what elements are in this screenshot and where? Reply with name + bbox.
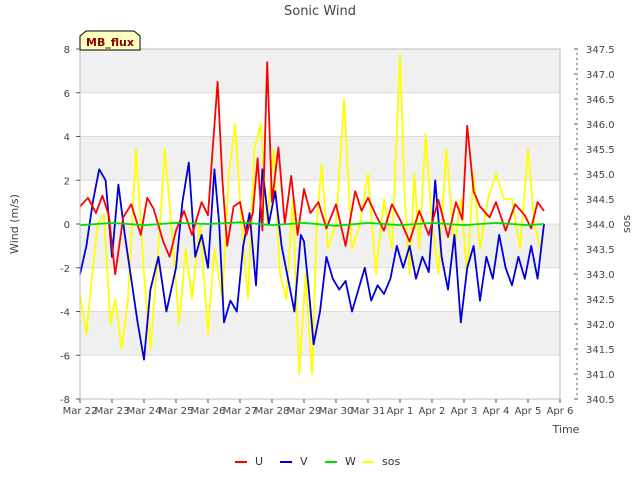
y-tick-label: -4 [60, 308, 70, 319]
y-tick-label: -2 [60, 264, 70, 275]
chart-title: Sonic Wind [284, 4, 356, 19]
x-tick-label: Mar 31 [351, 406, 386, 417]
x-tick-label: Apr 1 [387, 406, 414, 417]
y2-tick-label: 342.5 [586, 295, 615, 306]
x-tick-label: Apr 4 [483, 406, 510, 417]
y-axis-ticks: -8 -6 -4 -2 0 2 4 6 8 [60, 45, 80, 406]
series-line-u [79, 61, 545, 276]
legend-label-sos: sos [382, 455, 400, 468]
legend-label-u: U [255, 455, 263, 468]
series-line-w [79, 221, 545, 227]
y2-tick-label: 343.5 [586, 245, 615, 256]
series-line-sos [79, 53, 545, 375]
y2-tick-label: 342.0 [586, 320, 615, 331]
x-tick-label: Mar 22 [63, 406, 98, 417]
y2-tick-label: 341.5 [586, 345, 615, 356]
x-tick-label: Apr 2 [419, 406, 446, 417]
y2-tick-label: 344.5 [586, 195, 615, 206]
y2-tick-label: 345.0 [586, 170, 615, 181]
y2-tick-label: 346.0 [586, 120, 615, 131]
y2-tick-label: 340.5 [586, 395, 615, 406]
legend-label-v: V [300, 455, 308, 468]
y2-tick-label: 343.0 [586, 270, 615, 281]
y2-tick-label: 347.0 [586, 70, 615, 81]
y-axis-label: Wind (m/s) [8, 194, 21, 254]
x-tick-label: Mar 25 [159, 406, 194, 417]
plot-band [80, 49, 560, 93]
x-tick-label: Apr 6 [547, 406, 574, 417]
plot-band [80, 355, 560, 399]
y-tick-label: -8 [60, 395, 70, 406]
badge-label: MB_flux [86, 36, 134, 49]
legend-label-w: W [345, 455, 356, 468]
series-line-v [79, 161, 545, 361]
x-tick-label: Mar 23 [95, 406, 130, 417]
y2-axis-label: sos [620, 215, 633, 233]
x-tick-label: Mar 28 [255, 406, 290, 417]
y-tick-label: 4 [64, 133, 70, 144]
x-tick-label: Mar 27 [223, 406, 258, 417]
y-tick-label: 8 [64, 45, 70, 56]
y2-axis-ticks: 340.5 341.0 341.5 342.0 342.5 343.0 343.5 344.0… [574, 45, 615, 406]
plot-band [80, 311, 560, 356]
y-tick-label: -6 [60, 351, 70, 362]
y2-tick-label: 345.5 [586, 145, 615, 156]
x-tick-label: Mar 24 [127, 406, 162, 417]
series-layer [79, 53, 545, 375]
y-tick-label: 0 [64, 220, 70, 231]
y2-tick-label: 347.5 [586, 45, 615, 56]
x-tick-label: Mar 30 [319, 406, 354, 417]
y-tick-label: 2 [64, 176, 70, 187]
x-tick-label: Mar 26 [191, 406, 226, 417]
y-tick-label: 6 [64, 89, 70, 100]
x-tick-label: Apr 5 [515, 406, 542, 417]
plot-band [80, 92, 560, 137]
y2-tick-label: 346.5 [586, 95, 615, 106]
x-tick-label: Apr 3 [451, 406, 478, 417]
y2-tick-label: 344.0 [586, 220, 615, 231]
plot-background-bands [80, 49, 560, 399]
x-axis-label: Time [552, 423, 580, 436]
x-tick-label: Mar 29 [287, 406, 322, 417]
y2-tick-label: 341.0 [586, 370, 615, 381]
mb-flux-badge: MB_flux [79, 30, 141, 51]
